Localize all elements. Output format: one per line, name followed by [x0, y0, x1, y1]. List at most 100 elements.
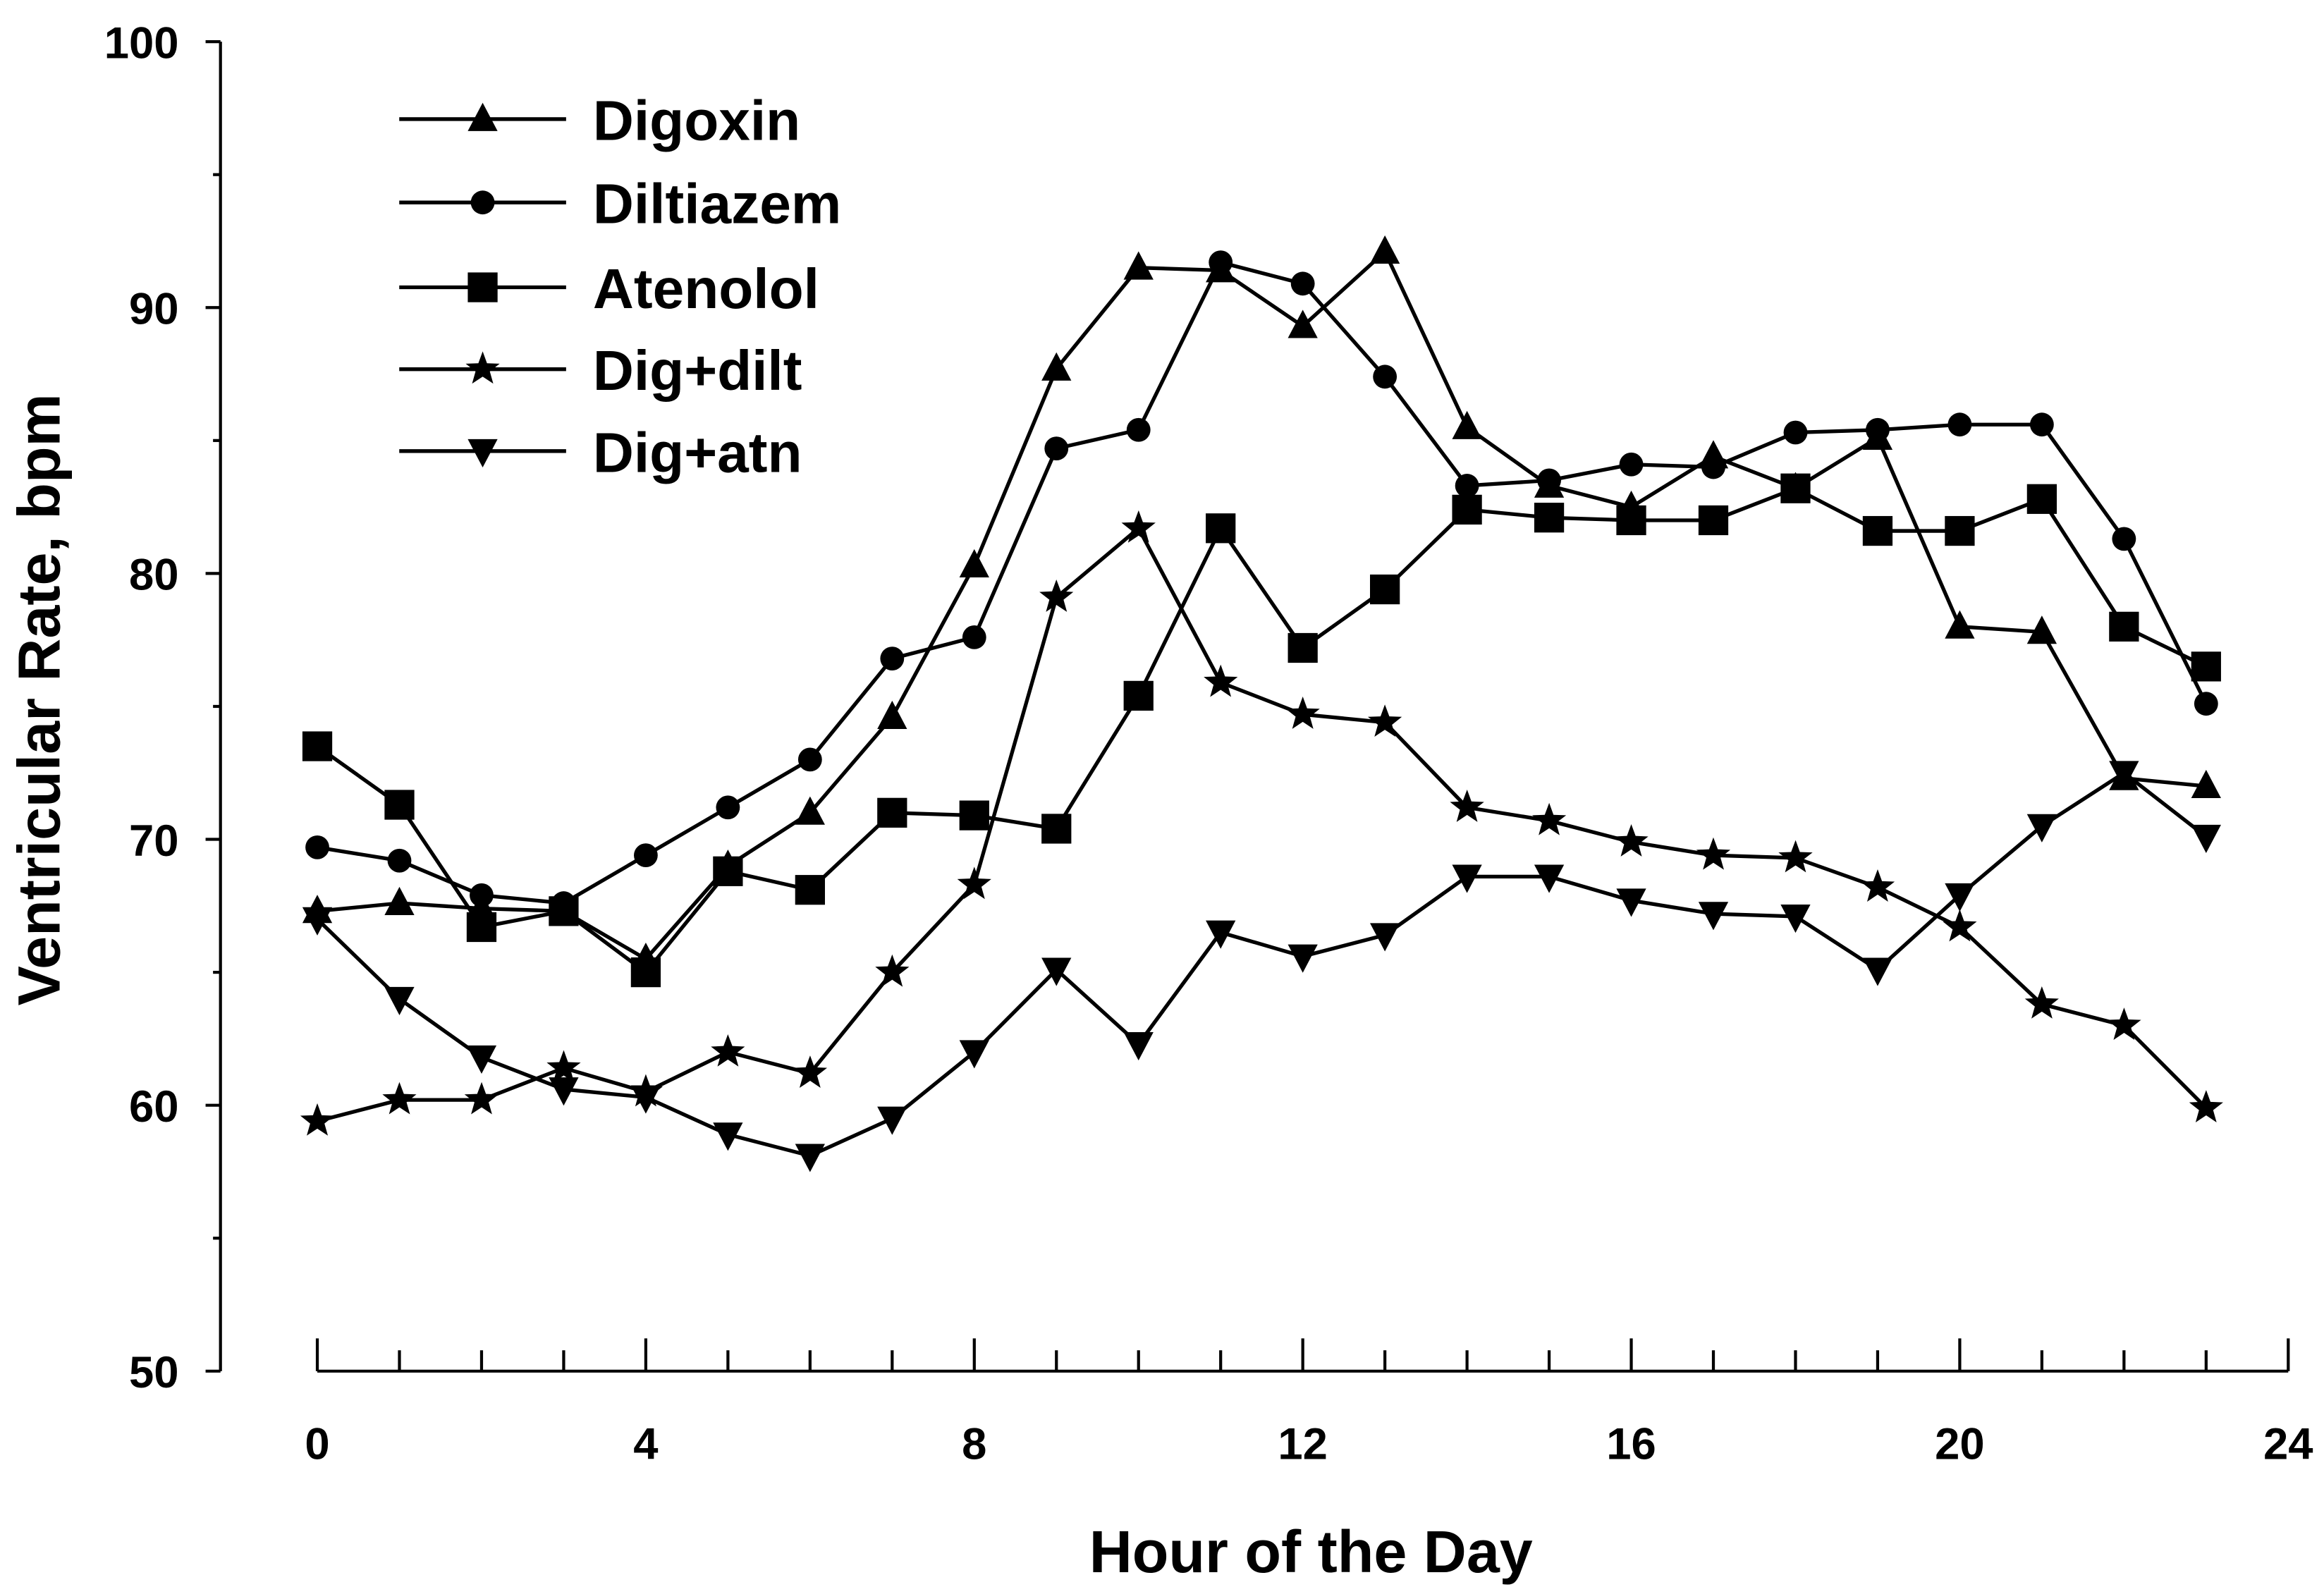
- series-diltiazem: [305, 250, 2218, 915]
- legend-label: Dig+atn: [593, 421, 802, 484]
- data-point-diltiazem: [470, 883, 494, 907]
- data-point-diltiazem: [1866, 417, 1890, 442]
- data-point-dig-dilt: [546, 1050, 581, 1083]
- legend-item-digoxin: Digoxin: [399, 90, 800, 153]
- data-point-atenolol: [713, 856, 743, 886]
- series-line-diltiazem: [317, 260, 2208, 905]
- data-point-dig-atn: [302, 907, 333, 936]
- x-tick-label: 0: [305, 1419, 329, 1469]
- data-point-atenolol: [959, 800, 989, 831]
- series-line-dig-dilt: [317, 525, 2208, 1123]
- data-point-diltiazem: [1373, 364, 1398, 389]
- data-point-digoxin: [2026, 615, 2057, 644]
- legend-marker: [467, 439, 498, 468]
- legend-marker: [467, 272, 498, 302]
- data-point-diltiazem: [1290, 271, 1315, 296]
- data-point-diltiazem: [1619, 452, 1644, 477]
- data-point-dig-atn: [1452, 864, 1482, 893]
- data-point-atenolol: [1862, 515, 1893, 546]
- data-point-diltiazem: [716, 795, 740, 820]
- data-point-dig-dilt: [1696, 837, 1731, 870]
- data-point-dig-dilt: [1778, 840, 1813, 873]
- data-point-digoxin: [1288, 310, 1318, 338]
- data-point-diltiazem: [2029, 412, 2054, 437]
- series-atenolol: [302, 473, 2221, 988]
- axes: 50 60 70 80 90 100 0 4 8 12 16 20 24: [104, 18, 2313, 1469]
- data-point-atenolol: [2191, 651, 2221, 682]
- y-tick-label: 100: [104, 18, 179, 68]
- data-point-dig-atn: [1698, 902, 1729, 931]
- data-point-dig-atn: [1862, 957, 1893, 986]
- data-point-dig-atn: [1616, 888, 1646, 917]
- data-point-digoxin: [795, 796, 825, 825]
- data-point-atenolol: [1288, 632, 1318, 663]
- data-point-atenolol: [1698, 505, 1729, 536]
- data-point-dig-atn: [1370, 923, 1400, 952]
- y-tick-label: 70: [129, 816, 179, 866]
- legend: Digoxin Diltiazem Atenolol Dig+dilt Dig+atn: [399, 90, 841, 484]
- y-tick-label: 90: [129, 285, 179, 334]
- data-point-atenolol: [877, 797, 907, 828]
- data-point-digoxin: [1041, 352, 1072, 381]
- series-group: [300, 235, 2223, 1172]
- y-tick-label: 50: [129, 1348, 179, 1397]
- series-line-dig-atn: [316, 771, 2208, 1158]
- data-point-dig-atn: [877, 1106, 907, 1135]
- data-point-atenolol: [795, 875, 825, 905]
- data-point-digoxin: [1123, 251, 1154, 280]
- data-point-diltiazem: [2194, 692, 2218, 716]
- data-point-diltiazem: [797, 747, 822, 772]
- data-point-digoxin: [1452, 410, 1482, 439]
- legend-label: Diltiazem: [593, 173, 841, 236]
- data-point-dig-atn: [466, 1045, 497, 1074]
- data-point-atenolol: [2026, 484, 2057, 514]
- series-dig-atn: [302, 761, 2221, 1172]
- data-point-diltiazem: [1537, 468, 1561, 493]
- y-axis-title: Ventricular Rate, bpm: [6, 393, 72, 1005]
- data-point-dig-atn: [2191, 824, 2221, 853]
- data-point-digoxin: [959, 549, 989, 577]
- data-point-atenolol: [1780, 473, 1811, 503]
- data-point-dig-dilt: [1860, 869, 1895, 902]
- data-point-dig-dilt: [1450, 790, 1484, 822]
- data-point-dig-atn: [1123, 1032, 1154, 1061]
- data-point-dig-dilt: [1204, 664, 1238, 697]
- data-point-dig-dilt: [1943, 909, 1977, 942]
- data-point-dig-dilt: [1367, 704, 1402, 737]
- x-tick-label: 4: [633, 1419, 658, 1469]
- data-point-diltiazem: [1455, 474, 1479, 498]
- data-point-dig-atn: [959, 1040, 989, 1069]
- data-point-diltiazem: [305, 835, 329, 859]
- data-point-dig-atn: [1041, 957, 1072, 986]
- data-point-dig-atn: [1206, 920, 1236, 949]
- data-point-atenolol: [2109, 611, 2139, 642]
- data-point-dig-atn: [2109, 761, 2139, 790]
- legend-label: Digoxin: [593, 90, 800, 153]
- legend-marker: [467, 102, 498, 131]
- data-point-dig-dilt: [2189, 1090, 2223, 1122]
- data-point-dig-atn: [630, 1085, 661, 1114]
- data-point-atenolol: [1452, 494, 1482, 525]
- data-point-atenolol: [302, 731, 333, 761]
- data-point-diltiazem: [1044, 436, 1069, 461]
- data-point-diltiazem: [634, 843, 658, 868]
- data-point-dig-dilt: [1532, 802, 1567, 835]
- data-point-dig-atn: [1534, 864, 1565, 893]
- data-point-dig-dilt: [1614, 823, 1649, 857]
- legend-marker: [470, 190, 495, 215]
- data-point-dig-dilt: [464, 1082, 499, 1115]
- data-point-atenolol: [1041, 814, 1072, 844]
- legend-item-dig-atn: Dig+atn: [399, 421, 802, 484]
- data-point-digoxin: [877, 700, 907, 729]
- x-tick-label: 24: [2263, 1419, 2313, 1469]
- data-point-digoxin: [1370, 235, 1400, 264]
- data-point-dig-dilt: [875, 954, 910, 987]
- data-point-dig-atn: [549, 1077, 579, 1106]
- data-point-atenolol: [549, 896, 579, 926]
- data-point-atenolol: [1206, 513, 1236, 544]
- series-digoxin: [302, 235, 2221, 972]
- y-tick-label: 60: [129, 1082, 179, 1132]
- data-point-atenolol: [1370, 574, 1400, 605]
- legend-label: Atenolol: [593, 257, 819, 321]
